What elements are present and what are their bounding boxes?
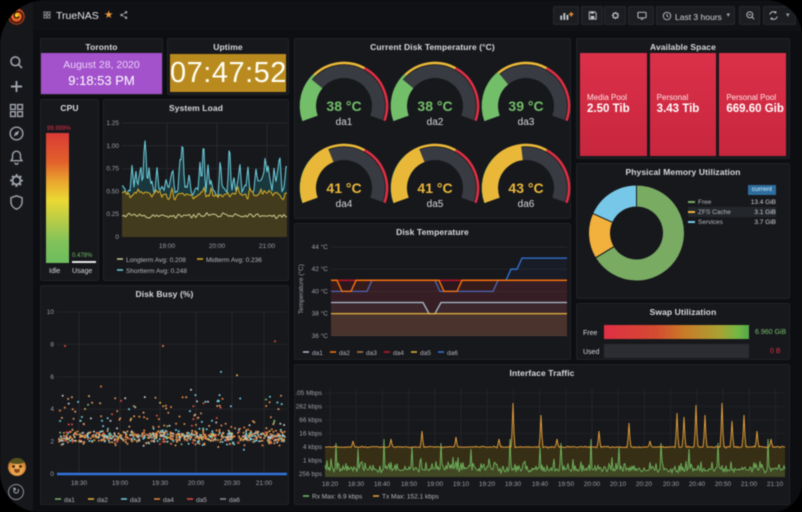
svg-text:10: 10: [47, 309, 55, 316]
svg-text:19:00: 19:00: [159, 243, 176, 250]
svg-text:19:50: 19:50: [558, 481, 575, 488]
svg-text:0: 0: [50, 471, 54, 478]
svg-text:19:20: 19:20: [479, 481, 496, 488]
svg-text:da2: da2: [97, 497, 108, 504]
svg-text:20:30: 20:30: [224, 480, 241, 487]
svg-text:4 kbps: 4 kbps: [303, 444, 323, 451]
svg-text:1.05 Mbps: 1.05 Mbps: [295, 390, 323, 397]
svg-text:41 °C: 41 °C: [326, 180, 361, 196]
svg-text:da6: da6: [518, 199, 535, 210]
svg-text:da5: da5: [420, 350, 431, 357]
svg-text:Temperature (°C): Temperature (°C): [297, 264, 305, 314]
svg-text:da1: da1: [312, 350, 323, 357]
svg-text:da1: da1: [64, 497, 75, 504]
svg-text:20:20: 20:20: [636, 481, 653, 488]
svg-text:18:40: 18:40: [374, 481, 391, 488]
svg-text:da4: da4: [336, 199, 353, 210]
svg-text:21:00: 21:00: [259, 243, 276, 250]
svg-text:20:00: 20:00: [209, 243, 226, 250]
svg-text:8: 8: [50, 341, 54, 348]
svg-text:38 °C: 38 °C: [326, 98, 361, 114]
svg-text:6: 6: [50, 374, 54, 381]
svg-text:da3: da3: [518, 117, 535, 128]
svg-text:da6: da6: [229, 497, 240, 504]
svg-text:da4: da4: [393, 350, 404, 357]
svg-text:21:00: 21:00: [741, 481, 758, 488]
svg-text:18:20: 18:20: [322, 481, 339, 488]
svg-text:18:30: 18:30: [348, 481, 365, 488]
svg-text:262 kbps: 262 kbps: [296, 404, 323, 411]
svg-text:21:10: 21:10: [767, 481, 784, 488]
svg-text:1.00: 1.00: [106, 143, 119, 150]
svg-text:da3: da3: [366, 350, 377, 357]
svg-text:da5: da5: [427, 199, 444, 210]
svg-text:Shortterm Avg: 0.248: Shortterm Avg: 0.248: [126, 268, 187, 275]
svg-text:19:00: 19:00: [112, 480, 129, 487]
svg-text:da1: da1: [336, 117, 353, 128]
svg-text:20:10: 20:10: [610, 481, 627, 488]
svg-text:41 °C: 41 °C: [417, 180, 452, 196]
svg-text:38 °C: 38 °C: [312, 310, 329, 318]
svg-text:Midterm Avg: 0.236: Midterm Avg: 0.236: [206, 257, 262, 264]
svg-text:42 °C: 42 °C: [312, 265, 329, 273]
svg-text:da5: da5: [196, 497, 207, 504]
svg-text:0.50: 0.50: [106, 188, 119, 195]
svg-text:da2: da2: [427, 117, 444, 128]
svg-text:21:00: 21:00: [256, 480, 273, 487]
svg-text:18:30: 18:30: [71, 480, 88, 487]
svg-text:19:10: 19:10: [453, 481, 470, 488]
svg-text:Tx Max: 152.1 kbps: Tx Max: 152.1 kbps: [382, 494, 439, 501]
svg-text:44 °C: 44 °C: [312, 243, 329, 251]
svg-text:20:50: 20:50: [715, 481, 732, 488]
svg-text:da2: da2: [339, 350, 350, 357]
svg-text:39 °C: 39 °C: [508, 98, 543, 114]
svg-text:da4: da4: [163, 497, 174, 504]
svg-text:da3: da3: [130, 497, 141, 504]
svg-text:0: 0: [115, 234, 119, 241]
svg-text:19:30: 19:30: [152, 480, 169, 487]
svg-text:19:00: 19:00: [427, 481, 444, 488]
svg-text:1 kbps: 1 kbps: [303, 458, 323, 465]
svg-text:43 °C: 43 °C: [508, 180, 543, 196]
svg-text:19:30: 19:30: [505, 481, 522, 488]
svg-text:2: 2: [50, 439, 54, 446]
svg-text:1.25: 1.25: [106, 120, 119, 127]
svg-text:40 °C: 40 °C: [312, 287, 329, 295]
svg-text:19:40: 19:40: [532, 481, 549, 488]
svg-text:66 kbps: 66 kbps: [299, 417, 323, 424]
svg-text:36 °C: 36 °C: [312, 332, 329, 340]
svg-text:Rx Max: 6.9 kbps: Rx Max: 6.9 kbps: [312, 494, 363, 501]
svg-text:Longterm Avg: 0.208: Longterm Avg: 0.208: [126, 257, 186, 264]
svg-text:38 °C: 38 °C: [417, 98, 452, 114]
svg-text:0.75: 0.75: [106, 166, 119, 173]
svg-text:0.25: 0.25: [106, 211, 119, 218]
svg-text:20:30: 20:30: [663, 481, 680, 488]
svg-text:256 bps: 256 bps: [299, 471, 323, 478]
svg-text:20:40: 20:40: [689, 481, 706, 488]
svg-text:da6: da6: [447, 350, 458, 357]
svg-text:20:00: 20:00: [188, 480, 205, 487]
svg-text:4: 4: [50, 406, 54, 413]
svg-text:16 kbps: 16 kbps: [299, 431, 323, 438]
svg-text:18:50: 18:50: [401, 481, 418, 488]
svg-text:20:00: 20:00: [584, 481, 601, 488]
